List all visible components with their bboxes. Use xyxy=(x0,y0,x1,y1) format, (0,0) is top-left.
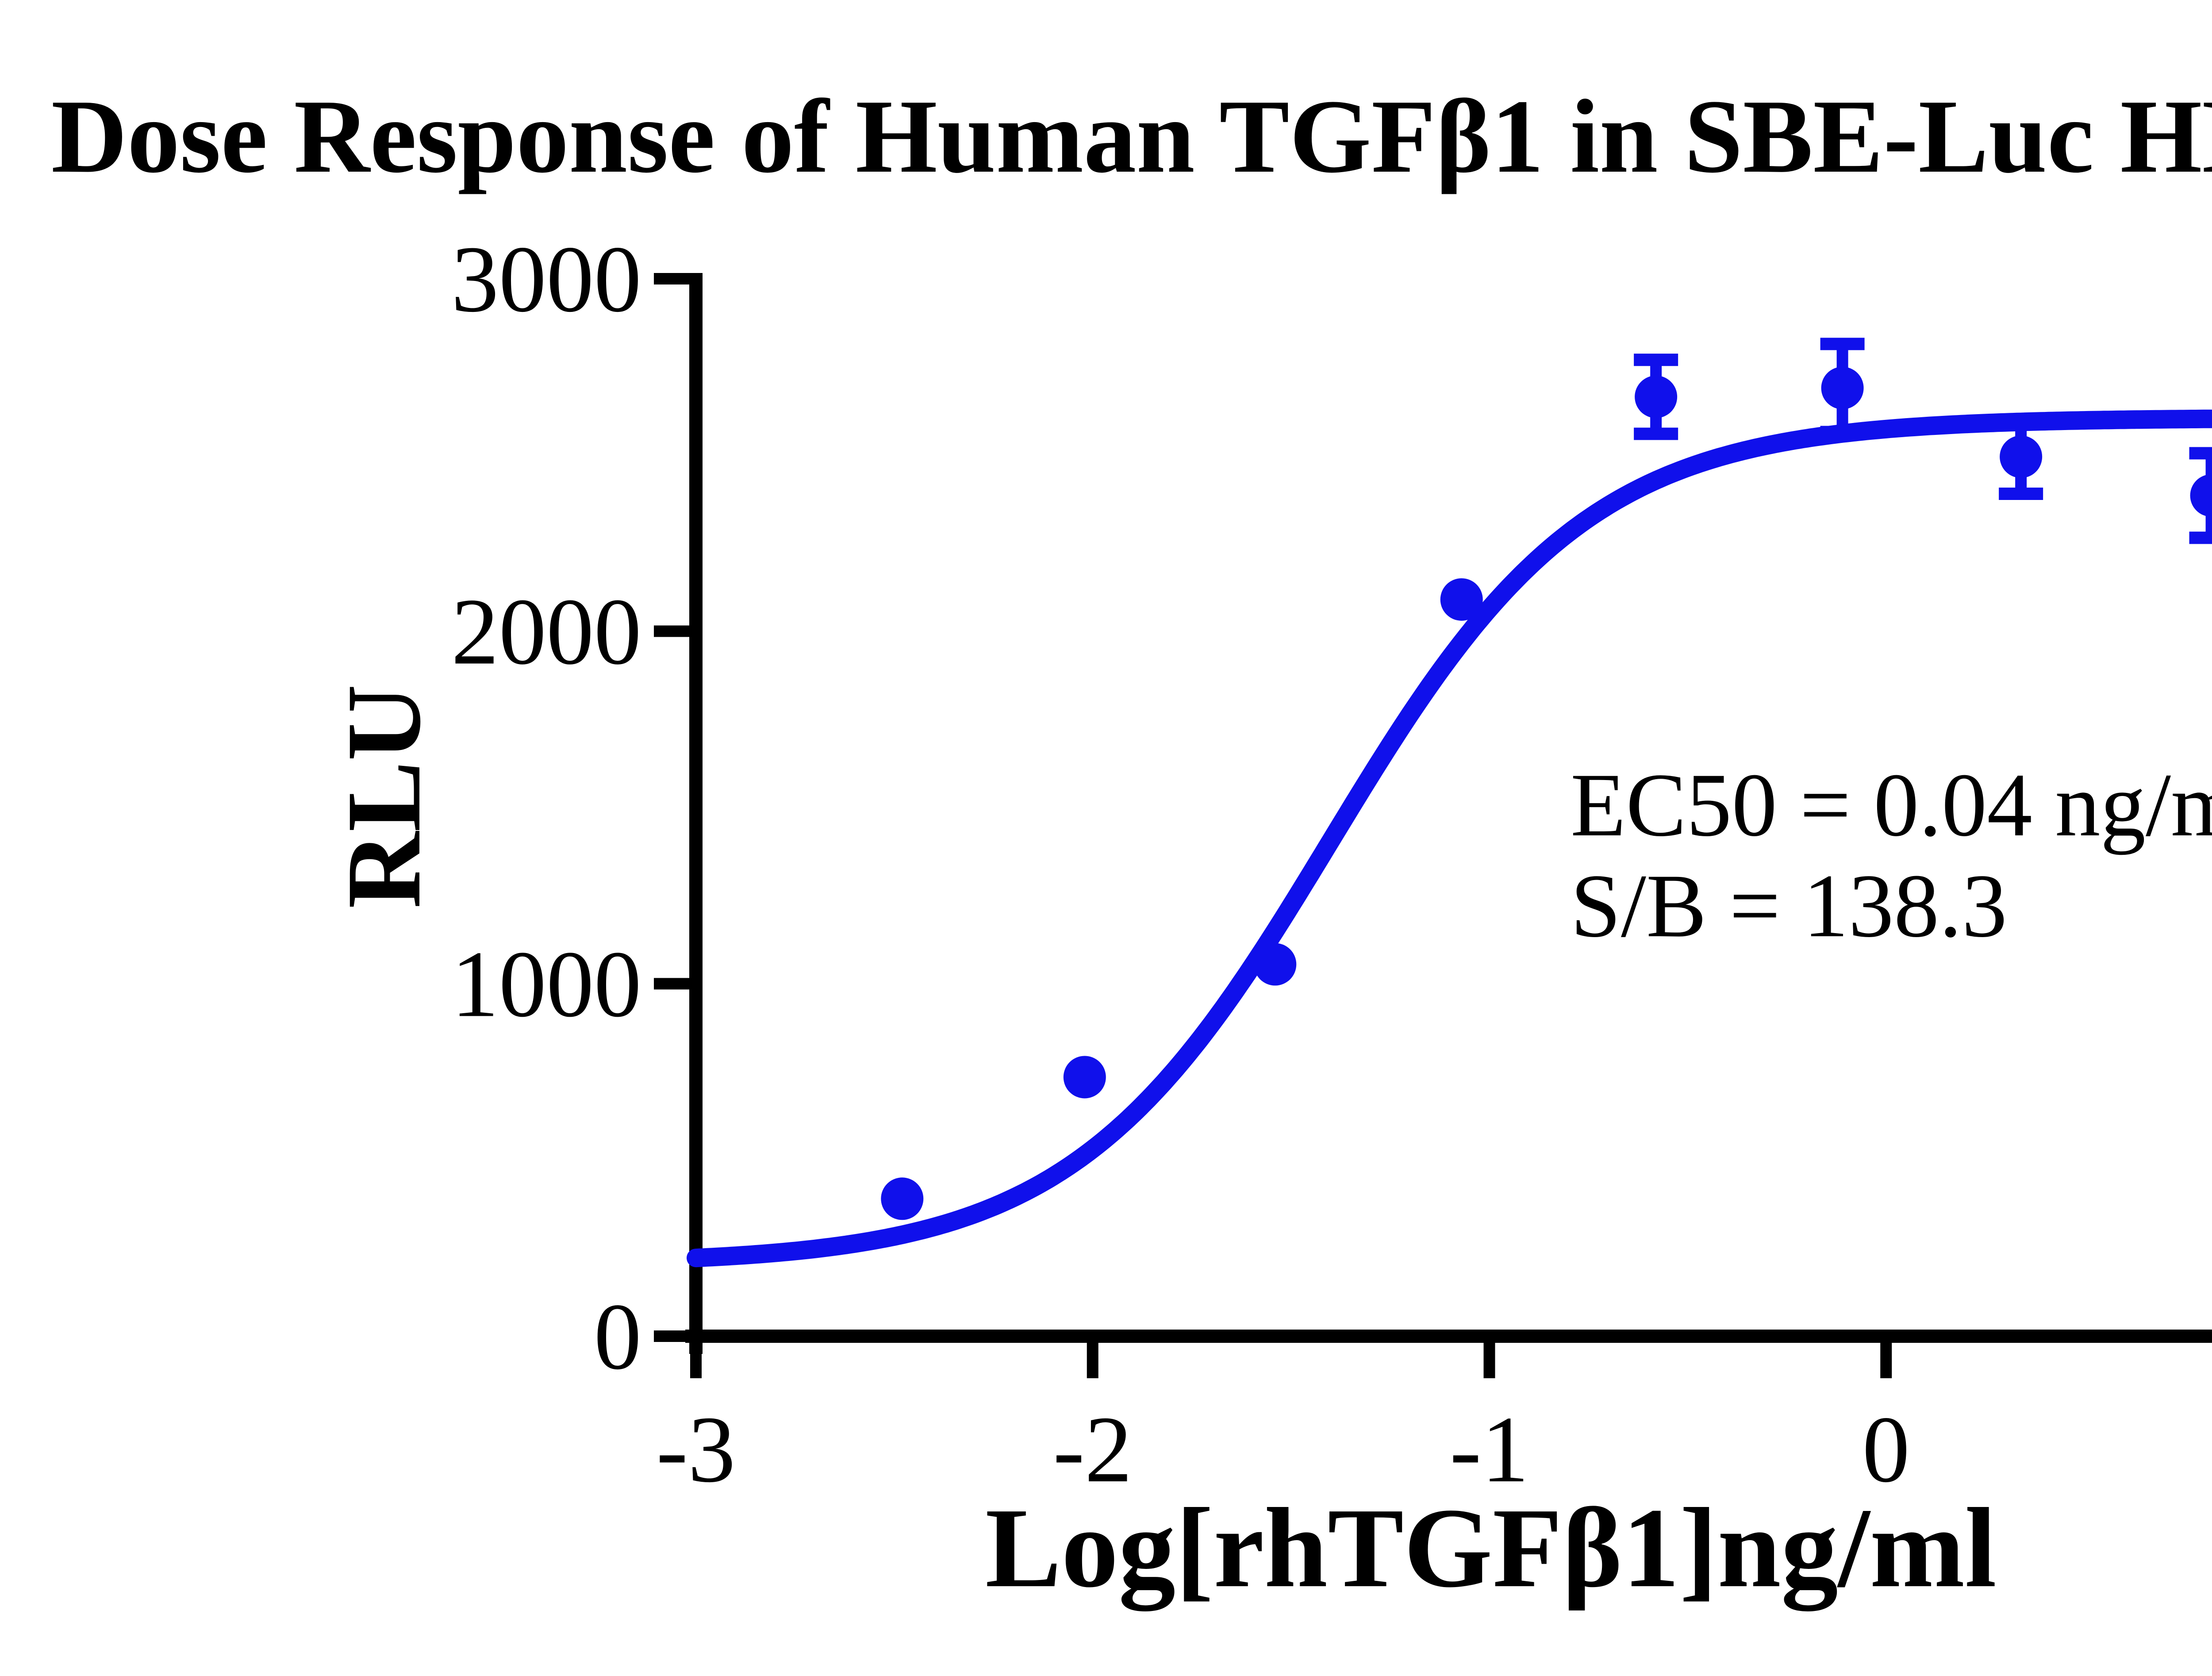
x-tick-label: 0 xyxy=(1863,1396,1910,1502)
y-tick-label: 0 xyxy=(594,1284,642,1389)
x-axis: -3-2-101 xyxy=(656,1330,2212,1502)
data-points xyxy=(881,366,2212,1220)
data-point-marker xyxy=(1254,943,1297,986)
x-axis-title: Log[rhTGFβ1]ng/ml xyxy=(985,1484,1997,1613)
error-bars xyxy=(1634,338,2212,544)
data-point-marker xyxy=(1821,366,1864,409)
x-tick-label: -2 xyxy=(1053,1396,1132,1502)
fit-curve xyxy=(687,409,2212,1268)
data-point-marker xyxy=(2000,435,2043,478)
x-tick-label: -1 xyxy=(1450,1396,1529,1502)
annotation-ec50: EC50 = 0.04 ng/ml xyxy=(1571,755,2212,855)
data-point-marker xyxy=(1063,1056,1106,1099)
dose-response-curve xyxy=(687,409,2212,1268)
y-tick-label: 3000 xyxy=(451,226,641,332)
data-point-marker xyxy=(881,1177,924,1220)
y-tick-label: 2000 xyxy=(451,579,641,684)
x-tick-label: -3 xyxy=(656,1396,735,1502)
y-axis-title: RLU xyxy=(325,684,442,909)
data-point-marker xyxy=(1635,375,1678,418)
data-point-marker xyxy=(1440,578,1483,621)
data-point-marker xyxy=(2190,474,2212,517)
chart-title: Dose Response of Human TGFβ1 in SBE-Luc … xyxy=(51,78,2212,195)
annotation-signal-background: S/B = 138.3 xyxy=(1571,856,2007,956)
y-tick-label: 1000 xyxy=(451,931,641,1037)
y-axis: 0 1000 2000 3000 xyxy=(451,226,703,1389)
